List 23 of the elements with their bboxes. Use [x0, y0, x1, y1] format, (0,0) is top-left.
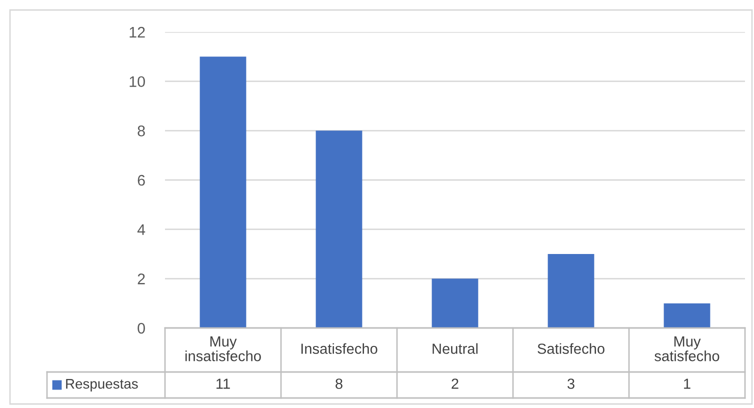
x-tick-label: Neutral [432, 343, 478, 354]
y-tick-label: 6 [138, 174, 145, 186]
x-tick-label: Insatisfecho [301, 343, 378, 354]
bar [200, 56, 246, 328]
bar [432, 278, 478, 328]
data-label: 3 [568, 378, 574, 389]
data-label: 2 [452, 378, 458, 389]
bar [664, 303, 710, 328]
data-label: 11 [216, 378, 230, 389]
bar [316, 130, 362, 328]
y-tick-label: 8 [138, 126, 145, 136]
x-tick-label: Muy satisfecho [654, 336, 720, 362]
data-label: 8 [336, 378, 342, 389]
y-tick-label: 4 [137, 224, 146, 235]
legend-label: Respuestas [66, 379, 138, 392]
y-tick-label: 12 [130, 26, 145, 38]
y-tick-label: 10 [130, 76, 145, 88]
x-tick-label: Muy insatisfecho [185, 336, 261, 362]
y-tick-label: 0 [138, 322, 145, 334]
y-tick-label: 2 [138, 274, 145, 284]
data-label: 1 [684, 378, 690, 389]
bar [548, 254, 594, 328]
x-tick-label: Satisfecho [538, 343, 604, 354]
